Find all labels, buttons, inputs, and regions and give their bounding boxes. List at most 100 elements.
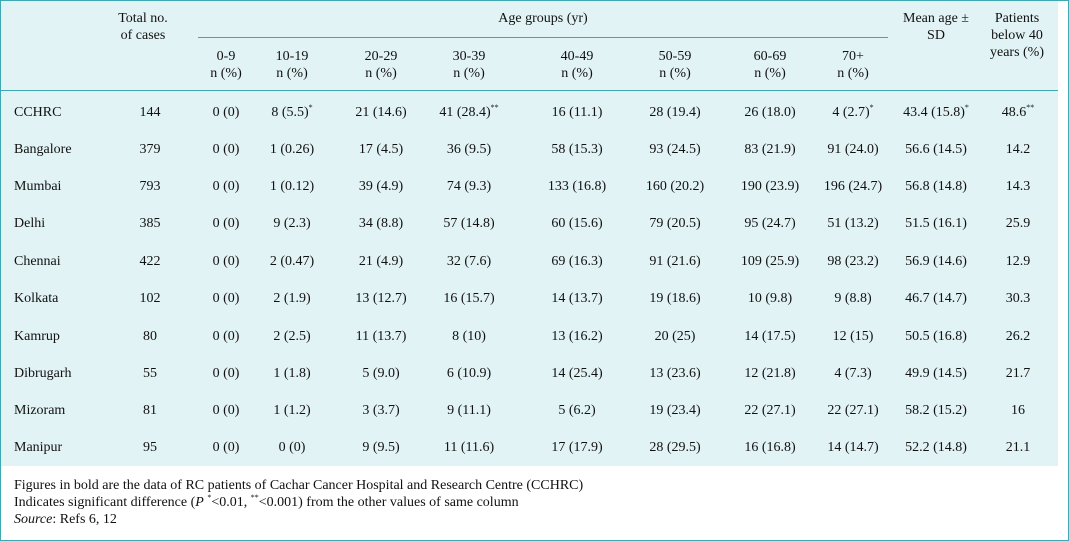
age-group-cell: 0 (0) <box>212 403 240 418</box>
age-group-cell: 14 (13.7) <box>551 291 603 306</box>
age-group-cell: 41 (28.4)** <box>439 103 499 121</box>
age-column-header: 70+ n (%) <box>808 48 898 82</box>
age-column-range: 50-59 <box>658 49 692 64</box>
age-column-unit: n (%) <box>754 66 786 81</box>
age-group-cell: 1 (0.26) <box>269 142 315 157</box>
region-cell: Dibrugarh <box>14 366 72 381</box>
total-cases-cell: 55 <box>143 366 157 381</box>
total-cases-cell: 793 <box>139 179 161 194</box>
age-group-cell: 21 (4.9) <box>358 254 404 269</box>
age-column-range: 10-19 <box>275 49 309 64</box>
below-40-cell: 14.2 <box>1005 142 1031 157</box>
age-group-cell: 51 (13.2) <box>827 216 879 231</box>
note-source: Source: Refs 6, 12 <box>14 512 117 527</box>
age-group-cell: 8 (5.5)* <box>271 103 313 121</box>
age-group-cell: 32 (7.6) <box>446 254 492 269</box>
age-group-cell: 0 (0) <box>212 216 240 231</box>
age-group-cell: 39 (4.9) <box>358 179 404 194</box>
age-group-cell: 22 (27.1) <box>744 403 796 418</box>
age-group-cell: 12 (21.8) <box>744 366 796 381</box>
age-column-range: 70+ <box>842 49 864 64</box>
mean-age-cell: 56.9 (14.6) <box>905 254 967 269</box>
header-below-40: Patients below 40 years (%) <box>989 11 1045 60</box>
age-group-cell: 36 (9.5) <box>446 142 492 157</box>
age-group-cell: 26 (18.0) <box>744 105 796 120</box>
age-group-cell: 190 (23.9) <box>740 179 800 194</box>
age-group-cell: 0 (0) <box>212 254 240 269</box>
age-group-cell: 2 (0.47) <box>269 254 315 269</box>
age-column-range: 0-9 <box>216 49 236 64</box>
age-group-cell: 0 (0) <box>212 329 240 344</box>
mean-age-cell: 56.6 (14.5) <box>905 142 967 157</box>
header-divider <box>1 90 1058 91</box>
mean-age-cell: 49.9 (14.5) <box>905 366 967 381</box>
age-group-cell: 74 (9.3) <box>446 179 492 194</box>
age-group-cell: 5 (6.2) <box>558 403 596 418</box>
age-group-cell: 16 (11.1) <box>551 105 603 120</box>
age-group-divider <box>198 37 888 38</box>
age-group-cell: 9 (11.1) <box>447 403 491 418</box>
total-cases-cell: 379 <box>139 142 161 157</box>
age-group-cell: 0 (0) <box>212 142 240 157</box>
age-group-cell: 11 (13.7) <box>355 329 407 344</box>
mean-age-cell: 52.2 (14.8) <box>905 440 967 455</box>
age-group-cell: 5 (9.0) <box>362 366 400 381</box>
age-column-unit: n (%) <box>453 66 485 81</box>
age-group-cell: 1 (0.12) <box>269 179 315 194</box>
age-group-cell: 0 (0) <box>212 440 240 455</box>
age-column-unit: n (%) <box>837 66 869 81</box>
mean-age-cell: 43.4 (15.8)* <box>903 103 969 121</box>
age-group-cell: 3 (3.7) <box>362 403 400 418</box>
region-cell: Mizoram <box>14 403 66 418</box>
age-group-cell: 91 (24.0) <box>827 142 879 157</box>
below-40-cell: 14.3 <box>1005 179 1031 194</box>
region-cell: Mumbai <box>14 179 62 194</box>
age-group-cell: 91 (21.6) <box>649 254 701 269</box>
age-group-cell: 98 (23.2) <box>827 254 879 269</box>
table-notes: Figures in bold are the data of RC patie… <box>14 477 583 528</box>
age-column-range: 40-49 <box>560 49 594 64</box>
age-group-cell: 17 (4.5) <box>358 142 404 157</box>
header-mean-age: Mean age ± SD <box>903 11 969 43</box>
region-cell: Kamrup <box>14 329 60 344</box>
total-cases-cell: 95 <box>143 440 157 455</box>
age-group-cell: 1 (1.2) <box>273 403 311 418</box>
age-group-cell: 8 (10) <box>452 329 486 344</box>
age-column-range: 30-39 <box>452 49 486 64</box>
age-column-header: 50-59 n (%) <box>630 48 720 82</box>
age-column-header: 30-39 n (%) <box>424 48 514 82</box>
age-group-cell: 1 (1.8) <box>273 366 311 381</box>
below-40-cell: 21.1 <box>1005 440 1031 455</box>
age-column-range: 20-29 <box>364 49 398 64</box>
age-group-cell: 0 (0) <box>212 179 240 194</box>
age-group-cell: 16 (16.8) <box>744 440 796 455</box>
age-group-cell: 2 (2.5) <box>273 329 311 344</box>
age-group-cell: 0 (0) <box>212 105 240 120</box>
age-group-cell: 14 (17.5) <box>744 329 796 344</box>
age-column-unit: n (%) <box>561 66 593 81</box>
age-group-cell: 133 (16.8) <box>547 179 607 194</box>
age-group-cell: 0 (0) <box>212 366 240 381</box>
age-group-cell: 16 (15.7) <box>443 291 495 306</box>
age-column-header: 20-29 n (%) <box>336 48 426 82</box>
region-cell: Chennai <box>14 254 61 269</box>
age-group-cell: 160 (20.2) <box>645 179 705 194</box>
note-significance: Indicates significant difference (P *<0.… <box>14 493 519 511</box>
age-group-cell: 11 (11.6) <box>443 440 495 455</box>
age-column-unit: n (%) <box>659 66 691 81</box>
region-cell: Kolkata <box>14 291 59 306</box>
age-group-cell: 17 (17.9) <box>551 440 603 455</box>
age-group-cell: 79 (20.5) <box>649 216 701 231</box>
age-group-cell: 9 (2.3) <box>273 216 311 231</box>
age-group-cell: 28 (19.4) <box>649 105 701 120</box>
below-40-cell: 30.3 <box>1005 291 1031 306</box>
below-40-cell: 26.2 <box>1005 329 1031 344</box>
age-group-cell: 21 (14.6) <box>355 105 407 120</box>
age-group-cell: 83 (21.9) <box>744 142 796 157</box>
age-group-cell: 20 (25) <box>654 329 696 344</box>
mean-age-cell: 51.5 (16.1) <box>905 216 967 231</box>
age-group-cell: 6 (10.9) <box>446 366 492 381</box>
age-group-cell: 13 (23.6) <box>649 366 701 381</box>
age-column-unit: n (%) <box>276 66 308 81</box>
age-column-header: 0-9 n (%) <box>181 48 271 82</box>
